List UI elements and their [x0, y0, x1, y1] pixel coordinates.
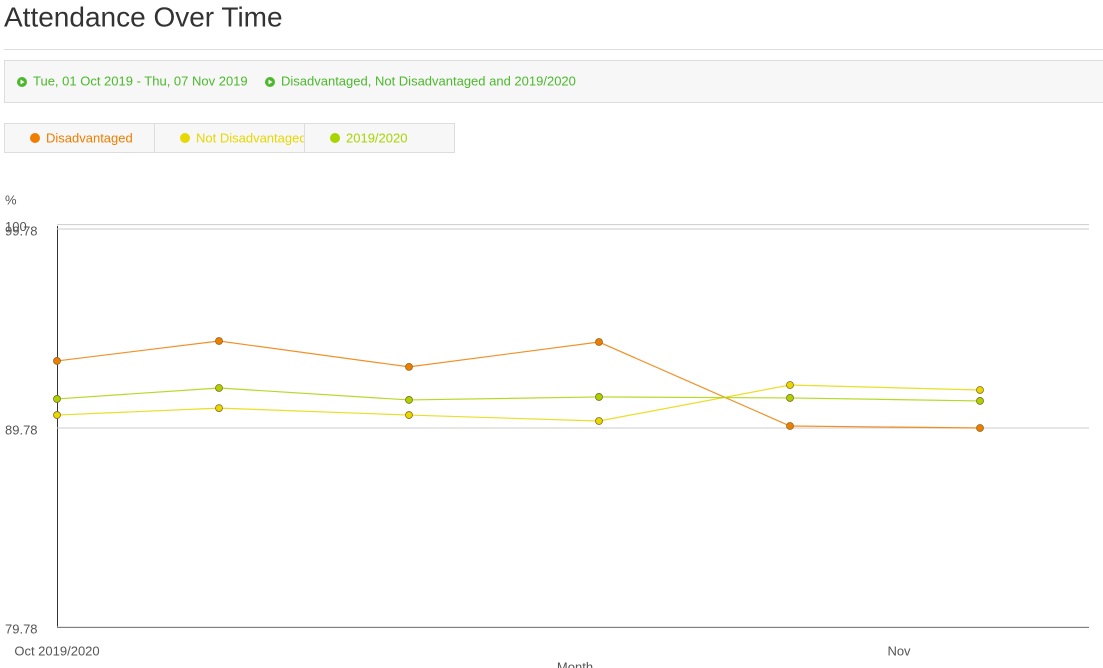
x-tick-label: Nov: [887, 643, 911, 658]
filter-date[interactable]: Tue, 01 Oct 2019 - Thu, 07 Nov 2019: [33, 73, 248, 88]
y-tick-label: 99.78: [5, 223, 38, 238]
series-line: [56, 340, 981, 429]
series-line: [56, 387, 981, 402]
data-point: [595, 338, 603, 346]
y-tick-label: 79.78: [5, 621, 38, 636]
data-point: [976, 424, 984, 432]
x-tick-label: Oct 2019/2020: [14, 643, 99, 658]
legend-label[interactable]: Disadvantaged: [46, 130, 133, 145]
data-point: [405, 411, 413, 419]
data-point: [595, 393, 603, 401]
legend-swatch: [180, 133, 190, 143]
filter-icon-arrow: [268, 79, 273, 85]
legend-label[interactable]: Not Disadvantaged: [196, 130, 307, 145]
data-point: [786, 394, 794, 402]
x-axis-label: Month: [557, 659, 593, 668]
data-point: [215, 404, 223, 412]
data-point: [405, 396, 413, 404]
data-point: [53, 357, 61, 365]
data-point: [786, 422, 794, 430]
legend-button[interactable]: [154, 123, 305, 153]
legend-label[interactable]: 2019/2020: [346, 130, 407, 145]
data-point: [786, 381, 794, 389]
data-point: [976, 386, 984, 394]
data-point: [53, 395, 61, 403]
data-point: [976, 397, 984, 405]
data-point: [405, 362, 413, 371]
data-point: [595, 417, 603, 425]
y-tick-label: 89.78: [5, 422, 38, 437]
y-axis-label: %: [5, 192, 17, 207]
data-point: [53, 411, 61, 419]
filter-groups[interactable]: Disadvantaged, Not Disadvantaged and 201…: [281, 73, 576, 88]
data-point: [215, 384, 223, 392]
legend-swatch: [30, 133, 40, 143]
page-title: Attendance Over Time: [4, 1, 283, 32]
data-point: [215, 337, 223, 345]
y-tick-label: 100: [5, 219, 27, 234]
series-line: [56, 384, 981, 422]
legend-button[interactable]: [304, 123, 455, 153]
filter-icon-arrow: [20, 79, 25, 85]
legend-swatch: [330, 133, 340, 143]
filter-bar: [4, 60, 1103, 103]
